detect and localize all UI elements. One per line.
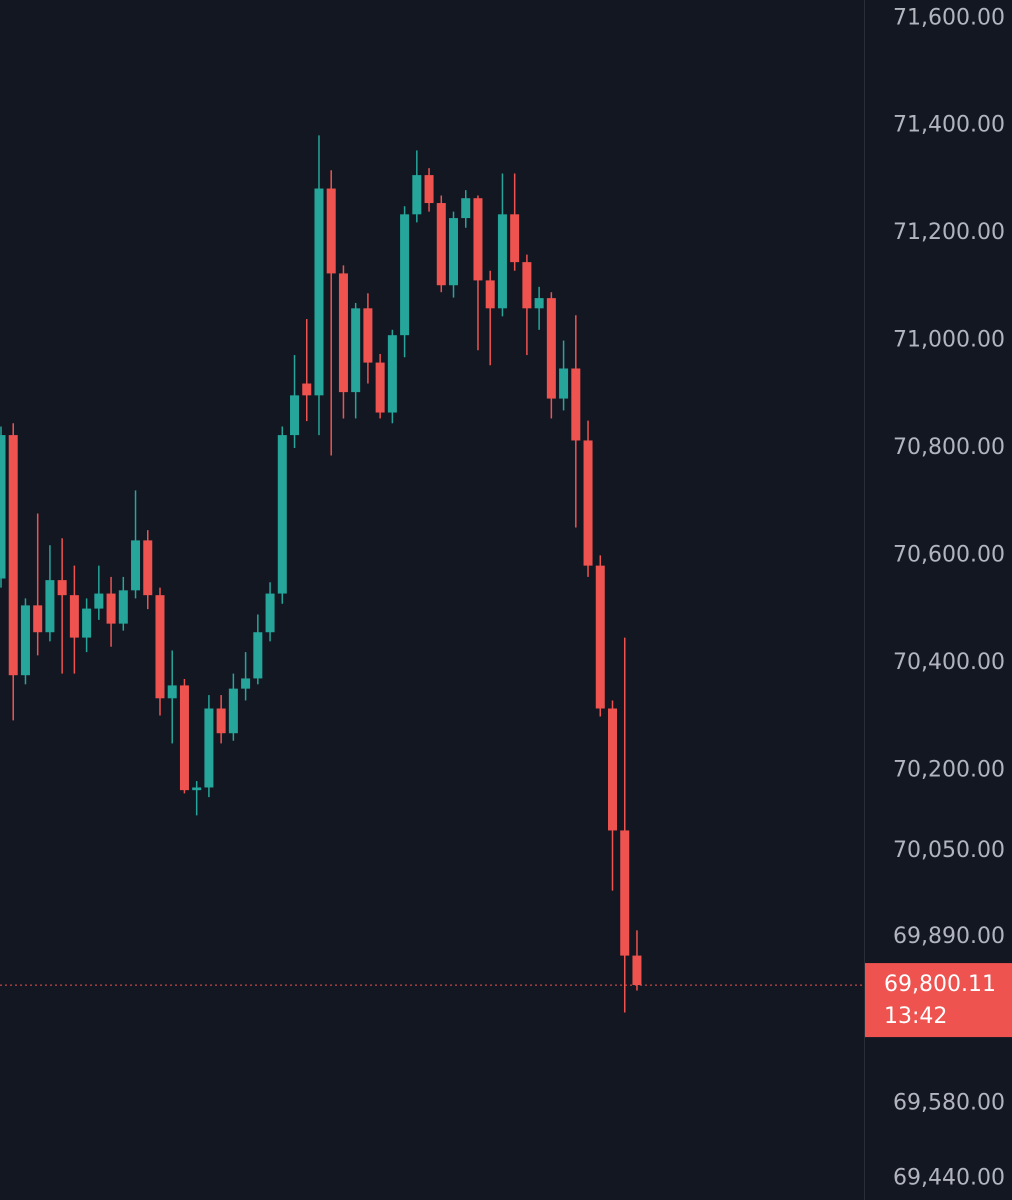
- candle-body: [265, 593, 275, 633]
- candle-body: [241, 678, 251, 689]
- candle-body: [485, 280, 495, 309]
- candle-body: [69, 595, 79, 638]
- candle-body: [0, 435, 6, 579]
- countdown-label: 13:42: [884, 1004, 947, 1029]
- y-tick-label: 69,580.00: [893, 1090, 1005, 1115]
- candle-body: [290, 395, 300, 436]
- candle-body: [632, 955, 642, 986]
- candle-body: [436, 203, 446, 286]
- y-tick-label: 71,600.00: [893, 5, 1005, 30]
- y-tick-label: 70,400.00: [893, 650, 1005, 675]
- candle-body: [424, 175, 434, 204]
- candle-body: [314, 188, 324, 396]
- y-tick-label: 70,200.00: [893, 757, 1005, 782]
- y-tick-label: 71,000.00: [893, 328, 1005, 353]
- candle-body: [497, 214, 507, 309]
- y-tick-label: 70,800.00: [893, 435, 1005, 460]
- candle-body: [363, 308, 373, 363]
- last-price-tag: [865, 963, 1012, 1038]
- candle-body: [277, 435, 287, 594]
- candle-body: [33, 605, 43, 633]
- candle-body: [546, 298, 556, 399]
- y-tick-label: 70,050.00: [893, 838, 1005, 863]
- candle-body: [571, 368, 581, 441]
- candle-body: [595, 565, 605, 709]
- candle-body: [583, 440, 593, 566]
- y-tick-label: 69,440.00: [893, 1166, 1005, 1191]
- candle-body: [510, 214, 520, 263]
- y-tick-label: 69,890.00: [893, 924, 1005, 949]
- candle-body: [400, 214, 410, 336]
- candle-body: [143, 540, 153, 596]
- y-tick-label: 71,400.00: [893, 113, 1005, 138]
- candle-body: [351, 308, 361, 393]
- candle-body: [179, 685, 189, 791]
- candle-body: [412, 175, 422, 215]
- candle-body: [20, 605, 30, 676]
- last-price-label: 69,800.11: [884, 972, 996, 997]
- candle-body: [326, 188, 336, 274]
- candle-body: [522, 262, 532, 309]
- candle-body: [8, 435, 18, 676]
- candle-body: [387, 335, 397, 413]
- candle-body: [118, 590, 128, 624]
- candle-body: [216, 708, 226, 734]
- y-tick-label: 70,600.00: [893, 542, 1005, 567]
- candle-body: [228, 688, 238, 734]
- candle-body: [620, 830, 630, 956]
- candle-body: [253, 632, 263, 679]
- candle-body: [155, 595, 165, 699]
- candle-body: [375, 362, 385, 413]
- candle-body: [192, 787, 202, 791]
- candle-body: [94, 593, 104, 609]
- candle-body: [167, 685, 177, 699]
- candle-body: [461, 198, 471, 219]
- candle-body: [82, 608, 92, 638]
- y-tick-label: 71,200.00: [893, 220, 1005, 245]
- candle-body: [473, 198, 483, 281]
- candle-body: [45, 580, 55, 633]
- candle-body: [608, 708, 617, 831]
- candle-body: [302, 383, 312, 396]
- candle-body: [449, 218, 459, 286]
- candle-body: [131, 540, 141, 591]
- candle-body: [338, 273, 348, 393]
- candle-body: [57, 580, 67, 596]
- candle-body: [534, 298, 544, 309]
- candle-body: [106, 593, 116, 624]
- candle-body: [559, 368, 569, 399]
- candle-body: [204, 708, 214, 788]
